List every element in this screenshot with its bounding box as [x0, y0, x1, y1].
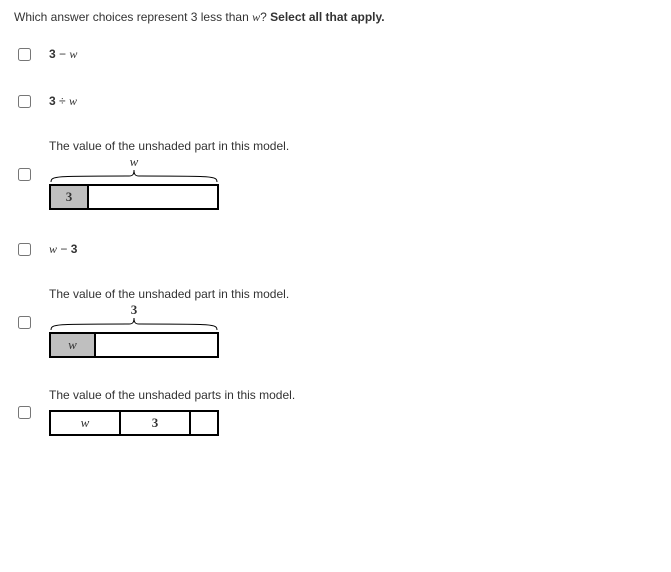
- expr-op: −: [59, 47, 66, 61]
- expr-op: −: [60, 242, 67, 256]
- choice-f-model: The value of the unshaded parts in this …: [49, 388, 295, 436]
- brace-wrap: w: [49, 155, 219, 184]
- choice-a: 3 − w: [14, 45, 661, 64]
- brace-label: 3: [49, 303, 219, 316]
- question-var: w: [252, 10, 260, 24]
- model-caption: The value of the unshaded part in this m…: [49, 139, 289, 153]
- expr-lhs: w: [49, 242, 57, 256]
- bar-seg-unshaded: [89, 186, 217, 208]
- choice-d-expr: w − 3: [49, 242, 77, 257]
- choice-e-model: The value of the unshaded part in this m…: [49, 287, 289, 358]
- choice-e: The value of the unshaded part in this m…: [14, 287, 661, 358]
- seg-label: w: [68, 337, 77, 353]
- bar-seg-1: w: [51, 412, 121, 434]
- question-bold: Select all that apply.: [270, 10, 384, 24]
- expr-rhs: w: [69, 47, 77, 61]
- expr-op: ÷: [59, 94, 66, 108]
- bar-seg-unshaded: [96, 334, 217, 356]
- choice-b: 3 ÷ w: [14, 92, 661, 111]
- expr-rhs: 3: [71, 242, 78, 256]
- question-pre: Which answer choices represent 3 less th…: [14, 10, 252, 24]
- choice-c-model: The value of the unshaded part in this m…: [49, 139, 289, 210]
- brace-label: w: [49, 155, 219, 168]
- choice-e-checkbox[interactable]: [18, 316, 31, 329]
- brace-wrap: 3: [49, 303, 219, 332]
- choice-f-checkbox[interactable]: [18, 406, 31, 419]
- bar-seg-shaded: w: [51, 334, 96, 356]
- choice-d: w − 3: [14, 240, 661, 259]
- question-stem: Which answer choices represent 3 less th…: [14, 10, 661, 25]
- model-caption: The value of the unshaded part in this m…: [49, 287, 289, 301]
- bar-model: w 3: [49, 410, 219, 436]
- choice-f: The value of the unshaded parts in this …: [14, 388, 661, 436]
- choice-a-expr: 3 − w: [49, 47, 77, 62]
- brace-icon: [49, 168, 219, 184]
- expr-lhs: 3: [49, 47, 56, 61]
- choice-d-checkbox[interactable]: [18, 243, 31, 256]
- bar-model: 3: [49, 184, 219, 210]
- model-caption: The value of the unshaded parts in this …: [49, 388, 295, 402]
- bar-seg-3: [191, 412, 217, 434]
- expr-lhs: 3: [49, 94, 56, 108]
- seg-label: 3: [152, 415, 159, 431]
- bar-seg-2: 3: [121, 412, 191, 434]
- bar-seg-shaded: 3: [51, 186, 89, 208]
- choice-b-expr: 3 ÷ w: [49, 94, 77, 109]
- brace-icon: [49, 316, 219, 332]
- expr-rhs: w: [69, 94, 77, 108]
- seg-label: w: [81, 415, 90, 431]
- choice-c: The value of the unshaded part in this m…: [14, 139, 661, 210]
- choice-c-checkbox[interactable]: [18, 168, 31, 181]
- bar-model: w: [49, 332, 219, 358]
- choice-a-checkbox[interactable]: [18, 48, 31, 61]
- question-post: ?: [260, 10, 270, 24]
- choice-b-checkbox[interactable]: [18, 95, 31, 108]
- seg-label: 3: [66, 189, 73, 205]
